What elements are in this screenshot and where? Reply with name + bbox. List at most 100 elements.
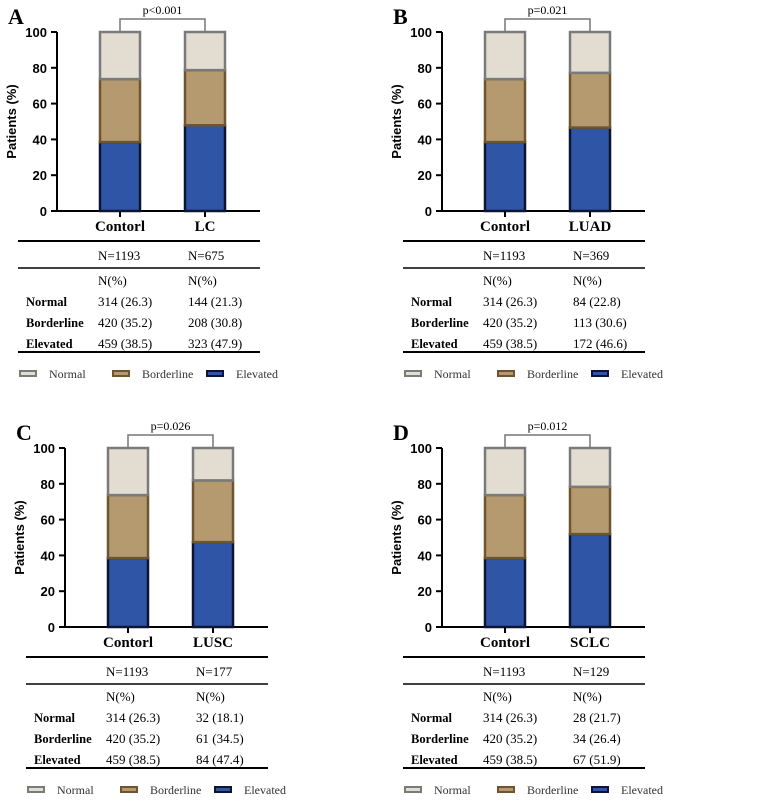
y-tick-label: 80 [33, 61, 47, 76]
y-axis-label: Patients (%) [389, 500, 404, 574]
table-row-label: Normal [34, 711, 75, 725]
bar-elevated [183, 124, 227, 213]
table-n: N=1193 [483, 248, 525, 263]
x-tick-label: Contorl [95, 219, 145, 235]
table-cell: 144 (21.3) [188, 294, 242, 309]
y-tick-label: 80 [41, 477, 55, 492]
y-tick-label: 20 [418, 584, 432, 599]
table-cell: 34 (26.4) [573, 731, 621, 746]
table-cell: 323 (47.9) [188, 336, 242, 351]
table-cell: 84 (47.4) [196, 752, 244, 767]
bar-borderline [106, 493, 150, 560]
significance-bracket [504, 434, 591, 448]
table-n: N=1193 [98, 248, 140, 263]
table-subhead: N(%) [98, 273, 127, 288]
legend-label-normal: Normal [49, 367, 86, 381]
table-cell: 84 (22.8) [573, 294, 621, 309]
table-subhead: N(%) [573, 689, 602, 704]
table-subhead: N(%) [188, 273, 217, 288]
bar-borderline [191, 479, 235, 544]
table-cell: 32 (18.1) [196, 710, 244, 725]
table-cell: 172 (46.6) [573, 336, 627, 351]
table-row-label: Elevated [26, 337, 73, 351]
table-subhead: N(%) [483, 689, 512, 704]
table-row-label: Borderline [411, 316, 469, 330]
legend-swatch-normal [27, 786, 45, 793]
p-value: p=0.012 [528, 419, 568, 433]
y-tick-label: 100 [33, 441, 55, 456]
table-cell: 314 (26.3) [98, 294, 152, 309]
y-tick-label: 40 [41, 548, 55, 563]
legend-swatch-elevated [206, 370, 224, 377]
significance-bracket [504, 18, 591, 32]
table-cell: 314 (26.3) [483, 294, 537, 309]
legend-swatch-borderline [497, 786, 515, 793]
legend-label-elevated: Elevated [621, 367, 663, 381]
table-row-label: Borderline [26, 316, 84, 330]
y-tick-label: 20 [418, 168, 432, 183]
bar-normal [568, 446, 612, 489]
bar-borderline [568, 71, 612, 129]
table-n: N=177 [196, 664, 233, 679]
y-tick-label: 40 [418, 548, 432, 563]
table-n: N=129 [573, 664, 609, 679]
legend-label-normal: Normal [434, 367, 471, 381]
table-row-label: Borderline [34, 732, 92, 746]
table-row-label: Elevated [411, 753, 458, 767]
panel-label: B [393, 4, 408, 29]
legend-label-normal: Normal [434, 783, 471, 797]
y-axis-label: Patients (%) [12, 500, 27, 574]
legend-label-elevated: Elevated [244, 783, 286, 797]
table-cell: 420 (35.2) [483, 315, 537, 330]
y-tick-label: 0 [40, 204, 47, 219]
bar-elevated [98, 140, 142, 213]
y-tick-label: 60 [418, 97, 432, 112]
table-cell: 113 (30.6) [573, 315, 627, 330]
y-tick-label: 0 [425, 204, 432, 219]
bar-borderline [483, 77, 527, 144]
bar-elevated [483, 140, 527, 213]
table-n: N=1193 [483, 664, 525, 679]
bar-normal [183, 30, 227, 72]
legend-label-borderline: Borderline [150, 783, 201, 797]
table-subhead: N(%) [483, 273, 512, 288]
bar-elevated [568, 532, 612, 629]
table-cell: 459 (38.5) [483, 752, 537, 767]
table-row-label: Normal [26, 295, 67, 309]
y-tick-label: 40 [418, 132, 432, 147]
x-tick-label: LUAD [569, 219, 612, 235]
table-n: N=369 [573, 248, 609, 263]
panel-label: C [16, 420, 32, 445]
bar-normal [191, 446, 235, 482]
x-tick-label: LC [195, 219, 216, 235]
table-cell: 459 (38.5) [98, 336, 152, 351]
bar-borderline [98, 77, 142, 144]
bar-elevated [568, 126, 612, 213]
y-tick-label: 60 [33, 97, 47, 112]
table-row-label: Normal [411, 711, 452, 725]
x-tick-label: LUSC [193, 635, 233, 651]
table-cell: 208 (30.8) [188, 315, 242, 330]
y-tick-label: 100 [25, 25, 47, 40]
legend-label-normal: Normal [57, 783, 94, 797]
legend-label-borderline: Borderline [527, 367, 578, 381]
y-tick-label: 20 [33, 168, 47, 183]
y-axis-label: Patients (%) [389, 84, 404, 158]
table-cell: 459 (38.5) [483, 336, 537, 351]
p-value: p=0.026 [151, 419, 191, 433]
y-tick-label: 100 [410, 441, 432, 456]
table-cell: 420 (35.2) [483, 731, 537, 746]
bar-normal [483, 30, 527, 81]
bar-borderline [568, 485, 612, 536]
bar-normal [568, 30, 612, 75]
y-tick-label: 100 [410, 25, 432, 40]
panel-b: B 0 20 40 60 80 100 Patients (%) Contorl LUAD p=0.… [389, 3, 663, 381]
x-tick-label: Contorl [103, 635, 153, 651]
legend-swatch-normal [404, 786, 422, 793]
table-row-label: Elevated [411, 337, 458, 351]
bar-elevated [191, 540, 235, 629]
x-tick-label: Contorl [480, 635, 530, 651]
table-cell: 28 (21.7) [573, 710, 621, 725]
legend-swatch-borderline [497, 370, 515, 377]
table-row-label: Borderline [411, 732, 469, 746]
